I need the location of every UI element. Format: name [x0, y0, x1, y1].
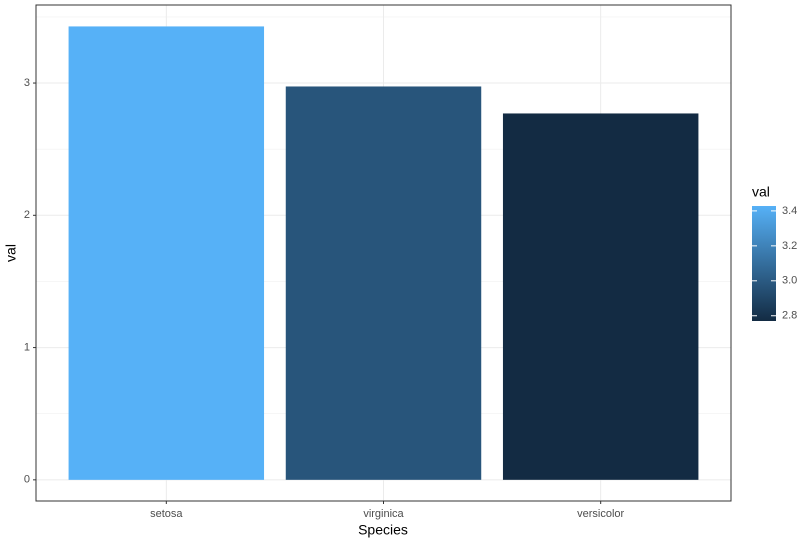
x-tick-label: versicolor: [577, 508, 624, 520]
y-tick-label: 0: [24, 474, 30, 486]
y-tick-label: 1: [24, 341, 30, 353]
legend-tick-label: 3.0: [782, 275, 797, 287]
bar: [502, 113, 699, 480]
legend-tick-label: 2.8: [782, 310, 797, 322]
legend-tick-label: 3.4: [782, 205, 797, 217]
legend-tick-label: 3.2: [782, 240, 797, 252]
bar: [68, 26, 265, 480]
colorbar: [752, 206, 776, 321]
y-tick-label: 2: [24, 209, 30, 221]
legend-title: val: [752, 184, 770, 200]
bar: [285, 86, 482, 480]
x-tick-label: virginica: [363, 508, 404, 520]
y-axis-title: val: [3, 244, 19, 262]
x-tick-label: setosa: [150, 508, 183, 520]
x-axis-title: Species: [358, 522, 408, 538]
y-tick-label: 3: [24, 77, 30, 89]
